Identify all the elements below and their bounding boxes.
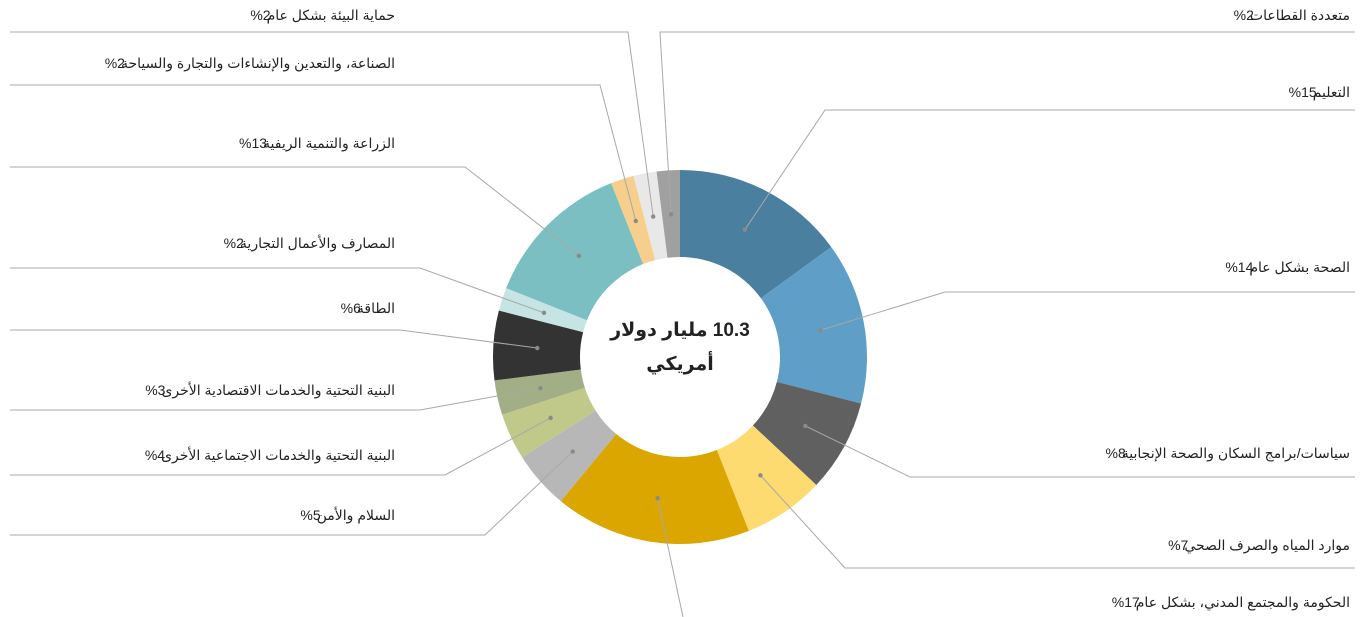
leader-dot [541, 310, 547, 316]
category-name: البنية التحتية والخدمات الاقتصادية الأخر… [161, 381, 395, 399]
leader-line [10, 84, 637, 222]
value-label: 5% [300, 507, 320, 523]
value-label: 7% [1168, 537, 1188, 553]
slice-label: حماية البيئة بشكل عام2% [250, 7, 395, 23]
slice [633, 171, 668, 261]
leader-dot [651, 214, 656, 219]
category-name: الطاقة [357, 300, 395, 316]
slice [494, 369, 585, 415]
value-label: 6% [341, 300, 361, 316]
center-label: 10.3 مليار دولار [609, 320, 750, 341]
leader-line [10, 329, 538, 349]
slice-label: الطاقة6% [341, 300, 395, 316]
slice-label: الزراعة والتنمية الريفية13% [239, 135, 395, 152]
slice [656, 170, 680, 258]
leader-line [10, 166, 580, 257]
leader-dot [655, 496, 660, 501]
value-label: 17% [1112, 594, 1140, 610]
leader-dot [535, 345, 540, 351]
slice-label: الحكومة والمجتمع المدني، بشكل عام17% [1112, 594, 1350, 611]
slice [752, 381, 862, 486]
slice [493, 310, 584, 381]
center-label: أمريكي [646, 351, 714, 375]
category-name: المصارف والأعمال التجارية [240, 234, 395, 252]
value-label: 13% [239, 135, 267, 151]
category-name: حماية البيئة بشكل عام [267, 7, 395, 23]
slice [560, 434, 749, 545]
leader-line [10, 387, 541, 411]
value-label: 14% [1225, 259, 1253, 275]
slice-label: موارد المياه والصرف الصحي7% [1168, 537, 1350, 554]
slice-label: البنية التحتية والخدمات الاجتماعية الأخر… [145, 446, 395, 464]
leader-line [657, 498, 684, 617]
value-label: 2% [1234, 7, 1254, 23]
slice-label: متعددة القطاعات2% [1234, 7, 1350, 23]
leader-line [10, 417, 551, 476]
category-name: البنية التحتية والخدمات الاجتماعية الأخر… [161, 446, 395, 464]
slice [716, 425, 817, 531]
leader-line [659, 31, 1355, 215]
slice [680, 170, 832, 299]
slice [611, 175, 656, 265]
slice [506, 183, 644, 321]
leader-dot [633, 218, 639, 224]
category-name: سياسات/برامج السكان والصحة الإنجابية [1122, 445, 1350, 462]
leader-line [820, 291, 1355, 331]
leader-line [10, 451, 574, 536]
slice [760, 247, 868, 404]
slice-label: التعليم15% [1289, 84, 1350, 101]
slice-label: سياسات/برامج السكان والصحة الإنجابية8% [1106, 445, 1350, 462]
category-name: الصحة بشكل عام [1249, 259, 1350, 275]
value-label: 8% [1106, 445, 1126, 461]
leader-dot [548, 415, 553, 421]
leader-dot [803, 423, 808, 429]
leader-line [744, 109, 1355, 230]
category-name: موارد المياه والصرف الصحي [1184, 537, 1350, 554]
slice-label: الصناعة، والتعدين والإنشاءات والتجارة وا… [105, 55, 395, 72]
donut [493, 170, 868, 545]
leader-dot [576, 253, 582, 259]
leader-dot [818, 328, 823, 333]
value-label: 2% [250, 7, 270, 23]
leader-line [10, 267, 545, 314]
slice-label: السلام والأمن5% [300, 506, 395, 524]
leader-dot [538, 385, 543, 391]
value-label: 2% [224, 235, 244, 251]
slice-label: الصحة بشكل عام14% [1225, 259, 1350, 275]
category-name: التعليم [1313, 84, 1350, 101]
leader-dot [758, 473, 763, 478]
value-label: 4% [145, 447, 165, 463]
leader-dot [742, 227, 748, 232]
value-label: 3% [145, 382, 165, 398]
leader-dot [668, 212, 674, 217]
category-name: الصناعة، والتعدين والإنشاءات والتجارة وا… [121, 55, 395, 72]
value-label: 15% [1289, 84, 1317, 100]
category-name: متعددة القطاعات [1250, 7, 1350, 23]
category-name: الحكومة والمجتمع المدني، بشكل عام [1136, 594, 1350, 611]
category-name: الزراعة والتنمية الريفية [263, 135, 395, 152]
slice-label: البنية التحتية والخدمات الاقتصادية الأخر… [145, 381, 395, 399]
leader-line [760, 474, 1355, 569]
leader-line [805, 425, 1355, 478]
value-label: 2% [105, 55, 125, 71]
leader-line [10, 31, 654, 217]
slice [522, 410, 617, 502]
category-name: السلام والأمن [317, 506, 395, 524]
slice [498, 288, 588, 333]
slice [502, 387, 596, 458]
leader-dot [570, 449, 575, 454]
slice-label: المصارف والأعمال التجارية2% [224, 234, 395, 252]
